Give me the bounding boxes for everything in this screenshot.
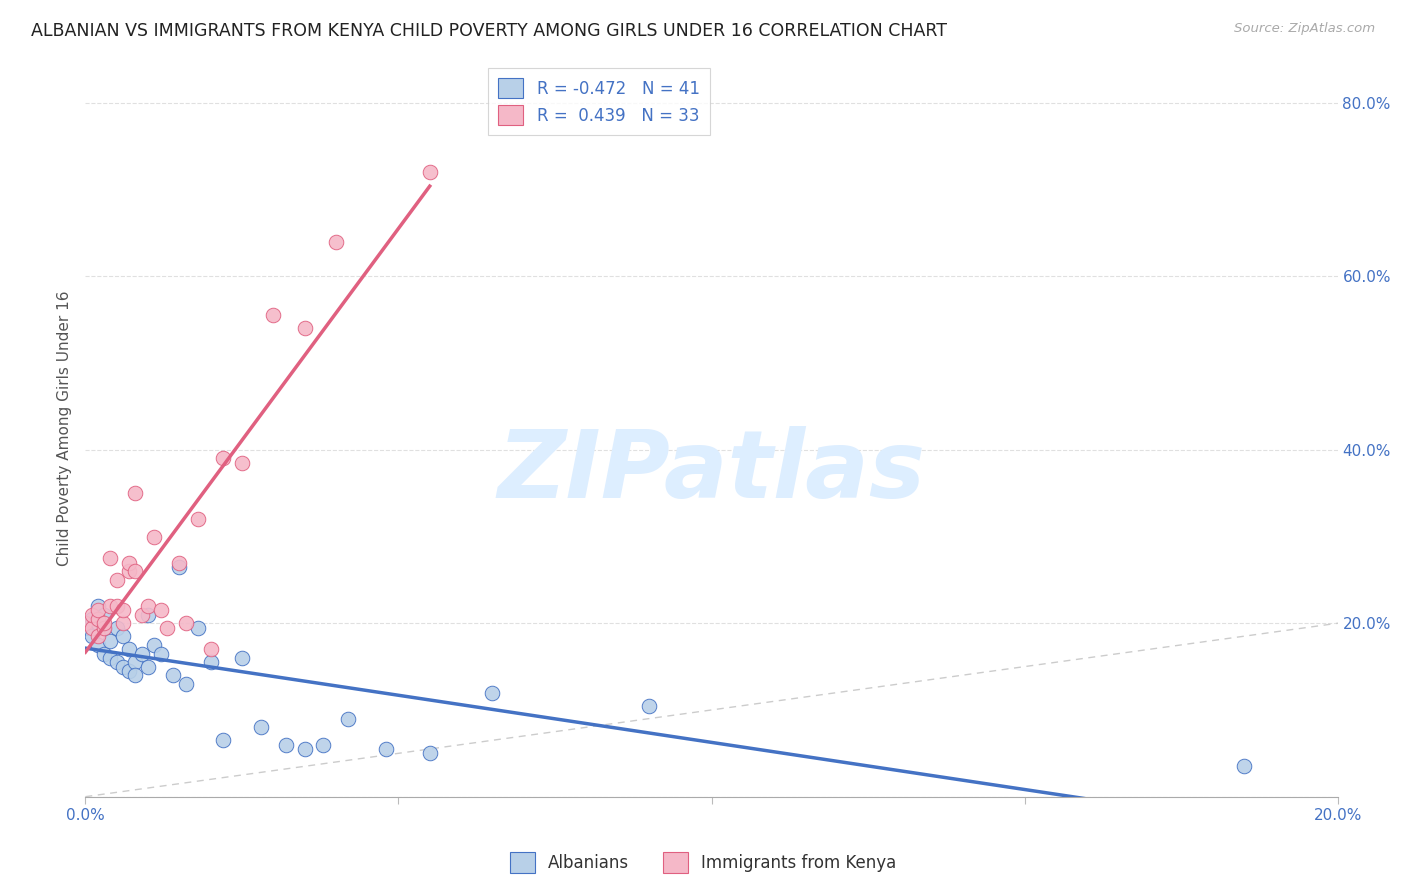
Point — [87, 638, 110, 652]
Point — [187, 512, 209, 526]
Point — [481, 685, 503, 699]
Point — [136, 607, 159, 622]
Legend: Albanians, Immigrants from Kenya: Albanians, Immigrants from Kenya — [503, 846, 903, 880]
Point — [105, 599, 128, 613]
Point — [212, 733, 235, 747]
Point — [93, 621, 115, 635]
Point — [231, 456, 253, 470]
Point — [374, 742, 396, 756]
Point — [124, 486, 146, 500]
Point — [118, 556, 141, 570]
Point — [638, 698, 661, 713]
Point — [93, 607, 115, 622]
Point — [118, 664, 141, 678]
Point — [249, 720, 271, 734]
Point — [274, 738, 297, 752]
Point — [169, 556, 191, 570]
Text: Source: ZipAtlas.com: Source: ZipAtlas.com — [1234, 22, 1375, 36]
Point — [143, 529, 166, 543]
Point — [187, 621, 209, 635]
Point — [87, 603, 110, 617]
Point — [87, 599, 110, 613]
Point — [100, 633, 122, 648]
Point — [75, 616, 97, 631]
Point — [124, 564, 146, 578]
Point — [80, 629, 103, 643]
Y-axis label: Child Poverty Among Girls Under 16: Child Poverty Among Girls Under 16 — [58, 291, 72, 566]
Point — [200, 655, 222, 669]
Point — [80, 612, 103, 626]
Point — [131, 607, 153, 622]
Point — [105, 573, 128, 587]
Point — [80, 621, 103, 635]
Point — [131, 647, 153, 661]
Point — [262, 309, 284, 323]
Point — [200, 642, 222, 657]
Point — [105, 621, 128, 635]
Point — [1233, 759, 1256, 773]
Point — [111, 616, 134, 631]
Point — [80, 607, 103, 622]
Point — [136, 659, 159, 673]
Point — [75, 621, 97, 635]
Text: ALBANIAN VS IMMIGRANTS FROM KENYA CHILD POVERTY AMONG GIRLS UNDER 16 CORRELATION: ALBANIAN VS IMMIGRANTS FROM KENYA CHILD … — [31, 22, 946, 40]
Point — [93, 621, 115, 635]
Point — [100, 651, 122, 665]
Point — [162, 668, 184, 682]
Point — [149, 603, 172, 617]
Point — [87, 612, 110, 626]
Text: ZIPatlas: ZIPatlas — [498, 426, 925, 518]
Point — [87, 616, 110, 631]
Point — [93, 616, 115, 631]
Point — [231, 651, 253, 665]
Point — [93, 647, 115, 661]
Point — [294, 742, 316, 756]
Point — [337, 712, 360, 726]
Point — [294, 321, 316, 335]
Point — [111, 603, 134, 617]
Point — [174, 616, 197, 631]
Point — [100, 599, 122, 613]
Point — [87, 629, 110, 643]
Legend: R = -0.472   N = 41, R =  0.439   N = 33: R = -0.472 N = 41, R = 0.439 N = 33 — [488, 68, 710, 136]
Point — [124, 668, 146, 682]
Point — [143, 638, 166, 652]
Point — [212, 451, 235, 466]
Point — [312, 738, 335, 752]
Point — [419, 747, 441, 761]
Point — [325, 235, 347, 249]
Point — [111, 659, 134, 673]
Point — [118, 642, 141, 657]
Point — [100, 551, 122, 566]
Point — [156, 621, 179, 635]
Point — [124, 655, 146, 669]
Point — [419, 165, 441, 179]
Point — [111, 629, 134, 643]
Point — [105, 655, 128, 669]
Point — [136, 599, 159, 613]
Point — [169, 560, 191, 574]
Point — [174, 677, 197, 691]
Point — [118, 564, 141, 578]
Point — [149, 647, 172, 661]
